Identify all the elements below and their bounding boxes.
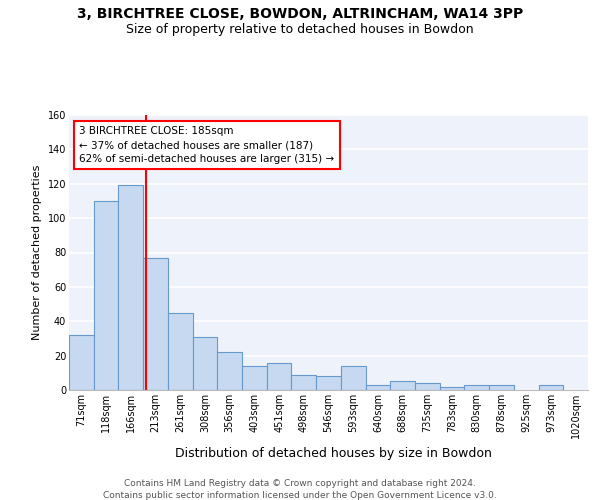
Bar bbox=[390, 382, 415, 390]
Bar bbox=[242, 366, 267, 390]
Bar bbox=[143, 258, 168, 390]
Text: Contains HM Land Registry data © Crown copyright and database right 2024.: Contains HM Land Registry data © Crown c… bbox=[124, 479, 476, 488]
Bar bbox=[365, 385, 390, 390]
Bar bbox=[267, 362, 292, 390]
Bar bbox=[292, 374, 316, 390]
Bar bbox=[341, 366, 365, 390]
Text: 3, BIRCHTREE CLOSE, BOWDON, ALTRINCHAM, WA14 3PP: 3, BIRCHTREE CLOSE, BOWDON, ALTRINCHAM, … bbox=[77, 8, 523, 22]
Bar bbox=[464, 385, 489, 390]
Bar bbox=[94, 201, 118, 390]
Bar bbox=[489, 385, 514, 390]
Bar bbox=[193, 336, 217, 390]
Text: Size of property relative to detached houses in Bowdon: Size of property relative to detached ho… bbox=[126, 22, 474, 36]
Y-axis label: Number of detached properties: Number of detached properties bbox=[32, 165, 42, 340]
Text: Distribution of detached houses by size in Bowdon: Distribution of detached houses by size … bbox=[175, 448, 491, 460]
Bar bbox=[69, 335, 94, 390]
Bar bbox=[316, 376, 341, 390]
Bar bbox=[168, 312, 193, 390]
Bar bbox=[539, 385, 563, 390]
Bar bbox=[217, 352, 242, 390]
Bar bbox=[440, 386, 464, 390]
Text: 3 BIRCHTREE CLOSE: 185sqm
← 37% of detached houses are smaller (187)
62% of semi: 3 BIRCHTREE CLOSE: 185sqm ← 37% of detac… bbox=[79, 126, 335, 164]
Bar bbox=[118, 186, 143, 390]
Text: Contains public sector information licensed under the Open Government Licence v3: Contains public sector information licen… bbox=[103, 491, 497, 500]
Bar bbox=[415, 383, 440, 390]
